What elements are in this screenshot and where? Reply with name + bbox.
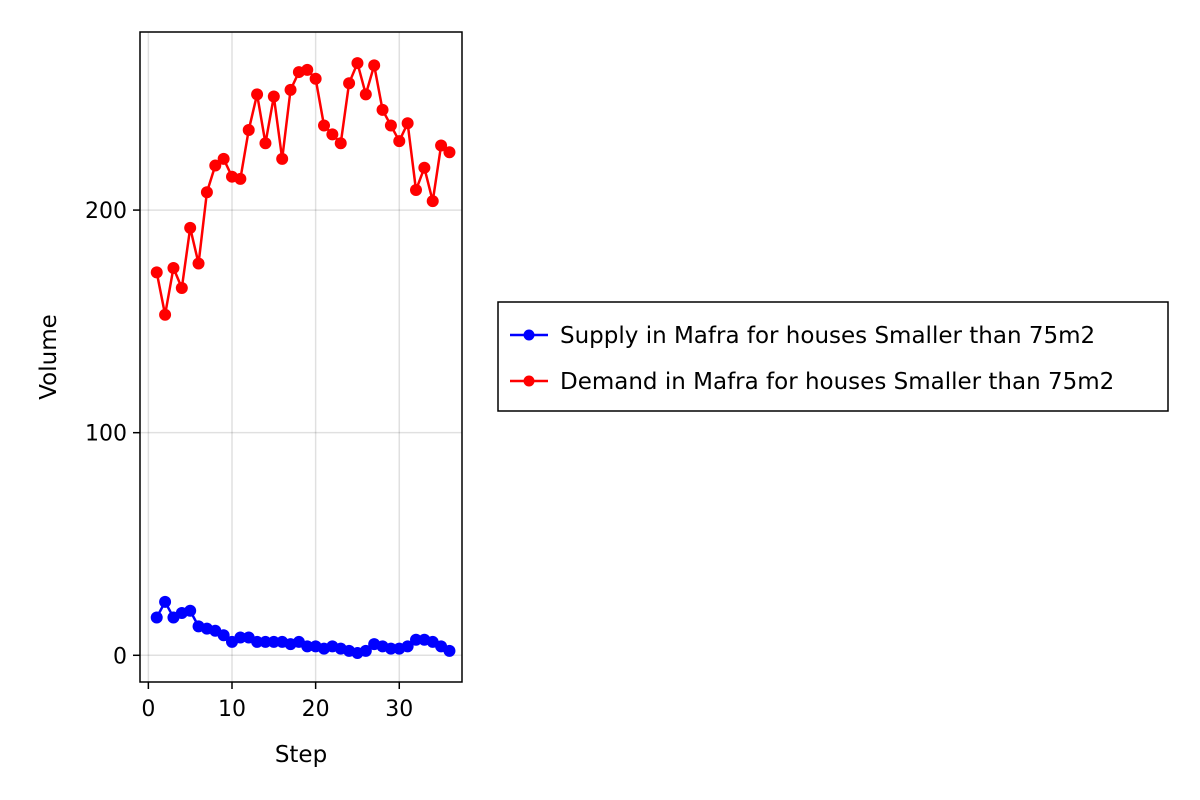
data-point-demand <box>376 103 389 116</box>
data-point-demand <box>259 137 272 150</box>
data-point-demand <box>410 184 422 197</box>
data-point-demand <box>284 83 297 96</box>
legend-frame <box>497 301 1169 412</box>
data-point-demand <box>276 152 289 165</box>
data-point-demand <box>167 261 180 274</box>
data-point-demand <box>368 59 381 72</box>
data-point-demand <box>251 88 264 101</box>
data-point-demand <box>175 281 188 294</box>
data-point-demand <box>401 117 414 130</box>
data-point-demand <box>184 221 197 234</box>
data-point-demand <box>443 146 456 159</box>
data-point-supply <box>359 644 372 657</box>
data-point-supply <box>301 640 314 653</box>
x-axis-label: Step <box>275 742 327 768</box>
data-point-demand <box>426 195 439 208</box>
x-tick-label: 10 <box>218 697 246 722</box>
x-tick-label: 30 <box>385 697 413 722</box>
data-point-demand <box>200 186 213 199</box>
y-tick-label: 200 <box>85 199 127 224</box>
data-point-demand <box>267 90 280 103</box>
data-point-demand <box>301 63 314 76</box>
data-point-supply <box>217 629 230 642</box>
data-point-supply <box>184 604 197 617</box>
series-layer <box>150 57 456 660</box>
data-point-supply <box>159 595 172 608</box>
legend-marker-supply <box>523 329 535 341</box>
legend-marker-demand <box>523 375 535 387</box>
data-point-demand <box>192 257 205 270</box>
data-point-demand <box>359 88 372 101</box>
data-point-supply <box>234 631 247 644</box>
data-point-demand <box>217 152 230 165</box>
plot-frame <box>139 31 463 683</box>
data-point-demand <box>384 119 397 132</box>
data-point-supply <box>251 635 264 648</box>
data-point-supply <box>401 640 414 653</box>
data-point-demand <box>343 77 356 90</box>
legend-label-supply: Supply in Mafra for houses Smaller than … <box>560 323 1095 349</box>
data-point-demand <box>334 137 347 150</box>
data-point-demand <box>351 57 364 70</box>
data-point-supply <box>384 642 397 655</box>
legend-label-demand: Demand in Mafra for houses Smaller than … <box>560 369 1114 395</box>
data-point-demand <box>150 266 163 279</box>
series-demand <box>150 57 456 321</box>
x-tick-label: 0 <box>141 697 155 722</box>
y-tick-label: 0 <box>113 644 127 669</box>
data-point-supply <box>443 644 456 657</box>
data-point-demand <box>234 172 247 185</box>
data-point-demand <box>418 161 431 174</box>
series-line-demand <box>155 61 451 316</box>
data-point-supply <box>259 635 272 648</box>
data-point-demand <box>435 139 448 152</box>
data-point-demand <box>209 159 222 172</box>
y-axis-label: Volume <box>36 314 62 400</box>
data-point-supply <box>267 635 280 648</box>
grid <box>140 32 462 682</box>
legend: Supply in Mafra for houses Smaller than … <box>497 301 1169 412</box>
legend-entry-demand: Demand in Mafra for houses Smaller than … <box>510 369 1114 395</box>
data-point-demand <box>326 128 339 141</box>
data-point-demand <box>309 72 322 85</box>
data-point-demand <box>242 123 255 136</box>
ticks: 0 10 20 30 0 100 200 <box>85 199 413 722</box>
x-tick-label: 20 <box>302 697 330 722</box>
data-point-supply <box>410 633 422 646</box>
data-point-demand <box>318 119 330 132</box>
series-supply <box>150 595 456 660</box>
data-point-demand <box>393 135 406 148</box>
data-point-demand <box>159 308 172 321</box>
y-tick-label: 100 <box>85 422 127 447</box>
legend-entry-supply: Supply in Mafra for houses Smaller than … <box>510 323 1095 349</box>
data-point-supply <box>150 611 163 624</box>
